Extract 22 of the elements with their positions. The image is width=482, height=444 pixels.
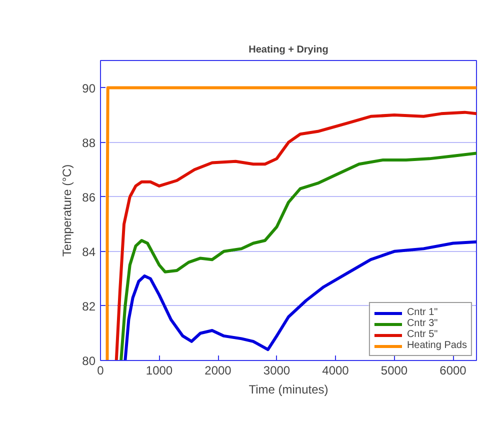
x-tick-label: 0: [97, 364, 104, 378]
y-tick-label: 90: [82, 81, 96, 96]
x-tick-label: 6000: [440, 364, 467, 378]
x-tick-label: 4000: [322, 364, 350, 378]
chart-title: Heating + Drying: [248, 44, 328, 56]
y-tick-label: 88: [82, 136, 96, 150]
line-series: [120, 152, 476, 360]
legend-label: Cntr 1": [406, 307, 438, 318]
x-tick-label: 3000: [263, 364, 290, 378]
y-tick-label: 80: [82, 354, 96, 368]
legend-label: Cntr 3": [406, 318, 438, 329]
y-axis-title: Temperature (°C): [60, 164, 74, 257]
y-tick-label: 82: [82, 299, 96, 314]
x-tick-label: 1000: [146, 364, 173, 378]
x-tick-label: 5000: [380, 364, 408, 378]
legend-label: Cntr 5": [406, 329, 438, 340]
y-tick-label: 84: [82, 244, 96, 259]
x-tick-label: 2000: [204, 364, 232, 378]
y-tick-label: 86: [82, 190, 96, 204]
line-series: [124, 240, 476, 360]
legend-label: Heating Pads: [406, 340, 467, 351]
x-axis-title: Time (minutes): [248, 382, 328, 396]
